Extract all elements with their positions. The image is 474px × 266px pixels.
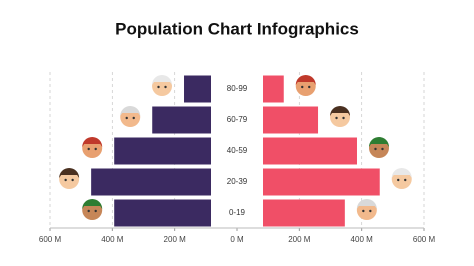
avatar-eye xyxy=(94,209,97,213)
bar xyxy=(152,106,211,134)
avatar-eye xyxy=(157,85,160,89)
age-label: 0-19 xyxy=(229,208,246,217)
avatar-eye xyxy=(87,147,90,151)
avatar-hair xyxy=(391,168,412,178)
x-tick-label: 200 M xyxy=(164,235,187,244)
age-label: 60-79 xyxy=(227,115,248,124)
avatar-eye xyxy=(397,178,400,182)
avatar-eye xyxy=(374,147,377,151)
avatar-eye xyxy=(342,116,345,120)
x-tick-label: 200 M xyxy=(288,235,311,244)
bar xyxy=(91,168,211,196)
bar xyxy=(114,137,211,165)
avatar-hair xyxy=(295,75,316,85)
avatar-eye xyxy=(362,209,365,213)
avatar-hair xyxy=(82,137,103,147)
bar xyxy=(263,106,319,134)
avatar-hair xyxy=(152,75,173,85)
avatar-hair xyxy=(82,199,103,209)
x-tick-label: 600 M xyxy=(39,235,62,244)
age-label: 20-39 xyxy=(227,177,248,186)
avatar-eye xyxy=(87,209,90,213)
bar xyxy=(263,199,345,227)
bar xyxy=(263,75,284,103)
avatar-eye xyxy=(335,116,338,120)
avatar-eye xyxy=(308,85,311,89)
avatar-eye xyxy=(301,85,304,89)
x-tick-label: 600 M xyxy=(413,235,436,244)
avatar-hair xyxy=(368,137,389,147)
avatar-hair xyxy=(330,106,351,116)
x-tick-label: 0 M xyxy=(230,235,244,244)
avatar-eye xyxy=(164,85,167,89)
avatar-eye xyxy=(94,147,97,151)
age-label: 80-99 xyxy=(227,84,248,93)
age-label: 40-59 xyxy=(227,146,248,155)
avatar-eye xyxy=(132,116,135,120)
bar xyxy=(184,75,211,103)
bar xyxy=(263,168,380,196)
chart-title: Population Chart Infographics xyxy=(115,19,359,38)
avatar-eye xyxy=(369,209,372,213)
x-tick-label: 400 M xyxy=(351,235,374,244)
avatar-hair xyxy=(120,106,141,116)
bar xyxy=(114,199,211,227)
avatar-eye xyxy=(381,147,384,151)
avatar-eye xyxy=(71,178,74,182)
avatar-eye xyxy=(125,116,128,120)
x-tick-label: 400 M xyxy=(101,235,124,244)
avatar-eye xyxy=(64,178,67,182)
bar xyxy=(263,137,357,165)
avatar-eye xyxy=(404,178,407,182)
avatar-hair xyxy=(356,199,377,209)
avatar-hair xyxy=(59,168,80,178)
